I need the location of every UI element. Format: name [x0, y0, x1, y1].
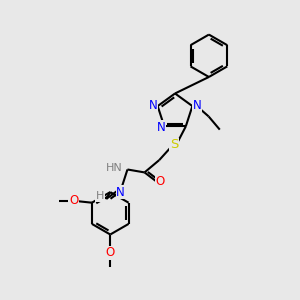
Text: HN: HN — [105, 163, 122, 173]
Text: O: O — [155, 175, 164, 188]
Text: O: O — [106, 246, 115, 259]
Text: N: N — [192, 99, 201, 112]
Text: O: O — [69, 194, 78, 207]
Text: H: H — [96, 191, 104, 201]
Text: N: N — [149, 99, 158, 112]
Text: N: N — [116, 186, 125, 199]
Text: S: S — [170, 138, 178, 151]
Text: N: N — [156, 121, 165, 134]
